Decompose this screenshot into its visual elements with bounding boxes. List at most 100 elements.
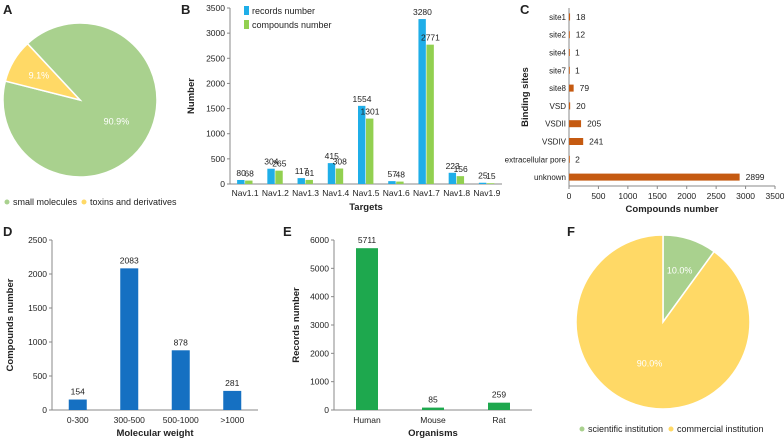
bar-b-compounds — [335, 168, 344, 184]
bar-d-value-label: 154 — [71, 387, 85, 397]
axis-e-ytick-label: 3000 — [310, 320, 329, 330]
bar-c-value-label: 1 — [575, 65, 580, 75]
axis-e-xtick-label: Mouse — [420, 415, 446, 425]
axis-b-ytick-label: 3000 — [206, 28, 225, 38]
bar-d — [223, 390, 242, 410]
bar-c — [569, 120, 582, 128]
bar-b-value-label: 3280 — [413, 7, 432, 17]
bar-b-records — [478, 182, 487, 184]
bar-c — [569, 66, 570, 74]
bar-b-records — [327, 163, 336, 184]
legend-f-label: commercial institution — [677, 424, 764, 434]
axis-c-xtick-label: 3000 — [736, 191, 755, 201]
pie-f-slice-label: 10.0% — [667, 266, 693, 276]
axis-c-ytick-label: VSDII — [545, 120, 566, 129]
bar-e — [488, 402, 510, 410]
bar-c-value-label: 1 — [575, 48, 580, 58]
bar-b-value-label: 48 — [395, 170, 405, 180]
axis-c-ytick-label: site8 — [549, 84, 566, 93]
axis-e-ytick-label: 4000 — [310, 292, 329, 302]
axis-c-ytick-label: site2 — [549, 31, 566, 40]
axis-d-xtick-label: >1000 — [220, 415, 244, 425]
bar-c — [569, 49, 570, 56]
axis-b-xlabel: Targets — [349, 202, 383, 213]
panel-label-f: F — [567, 224, 575, 239]
pie-f-slice-label: 90.0% — [637, 358, 663, 368]
axis-d-ytick-label: 500 — [33, 371, 47, 381]
axis-b-xtick-label: Nav1.3 — [292, 188, 319, 198]
bar-b-records — [388, 181, 396, 184]
axis-c-xtick-label: 2500 — [707, 191, 726, 201]
axis-c-ytick-label: VSD — [550, 102, 567, 111]
bar-b-compounds — [396, 181, 404, 184]
bar-b-compounds — [245, 180, 253, 184]
bar-d-value-label: 281 — [225, 378, 239, 388]
bar-b-value-label: 117 — [295, 166, 309, 176]
bar-e-value-label: 259 — [492, 390, 506, 400]
axis-b-ytick-label: 500 — [211, 154, 225, 164]
panel-label-b: B — [181, 2, 190, 17]
bar-b-records — [418, 19, 426, 185]
axis-b-ytick-label: 2500 — [206, 53, 225, 63]
bar-d — [171, 350, 190, 410]
bar-d — [120, 268, 139, 410]
bar-b-value-label: 81 — [305, 168, 315, 178]
axis-c-xtick-label: 3500 — [766, 191, 784, 201]
axis-d-xtick-label: 500-1000 — [163, 415, 199, 425]
axis-b-ytick-label: 3500 — [206, 3, 225, 13]
bar-e-value-label: 5711 — [358, 235, 377, 245]
axis-e-xtick-label: Human — [353, 415, 381, 425]
legend-a-label: small molecules — [13, 197, 78, 207]
bar-c-value-label: 2 — [575, 154, 580, 164]
pie-f-slice-commercial-institution — [575, 234, 751, 410]
bar-c-value-label: 20 — [576, 101, 586, 111]
bar-b-value-label: 415 — [325, 151, 339, 161]
bar-c-value-label: 205 — [587, 119, 601, 129]
axis-b-xtick-label: Nav1.6 — [383, 188, 410, 198]
bar-b-value-label: 1301 — [361, 107, 380, 117]
bar-c-value-label: 18 — [576, 12, 586, 22]
axis-c-ytick-label: site4 — [549, 49, 566, 58]
axis-b-ytick-label: 0 — [220, 179, 225, 189]
axis-e-ytick-label: 5000 — [310, 263, 329, 273]
bar-c-value-label: 79 — [580, 83, 590, 93]
bar-b-records — [297, 178, 305, 184]
axis-b-ytick-label: 1000 — [206, 129, 225, 139]
bar-b-value-label: 68 — [244, 169, 254, 179]
bar-b-value-label: 15 — [486, 171, 496, 181]
bar-c — [569, 102, 571, 110]
axis-c-ytick-label: VSDIV — [542, 138, 567, 147]
axis-c-ytick-label: site1 — [549, 13, 566, 22]
axis-c-xtick-label: 1000 — [618, 191, 637, 201]
bar-c — [569, 155, 570, 163]
axis-e-ytick-label: 0 — [324, 405, 329, 415]
axis-d-xtick-label: 300-500 — [114, 415, 145, 425]
axis-c-ylabel: Binding sites — [520, 67, 531, 127]
axis-c-ytick-label: site7 — [549, 66, 566, 75]
bar-c — [569, 138, 584, 145]
legend-a-label: toxins and derivatives — [90, 197, 177, 207]
axis-c-xtick-label: 1500 — [648, 191, 667, 201]
axis-d-ytick-label: 0 — [42, 405, 47, 415]
axis-c-xlabel: Compounds number — [626, 204, 719, 215]
bar-e — [422, 407, 444, 410]
bar-b-compounds — [456, 176, 465, 184]
bar-e — [356, 248, 378, 410]
axis-b-xtick-label: Nav1.4 — [322, 188, 349, 198]
panel-label-d: D — [3, 224, 12, 239]
bar-b-value-label: 223 — [446, 161, 460, 171]
bar-c — [569, 13, 571, 21]
axis-e-ylabel: Records number — [291, 287, 302, 363]
bar-d-value-label: 878 — [174, 337, 188, 347]
legend-a-swatch-toxins — [81, 199, 87, 205]
bar-b-compounds — [275, 170, 283, 184]
axis-b-xtick-label: Nav1.9 — [473, 188, 500, 198]
axis-d-xlabel: Molecular weight — [116, 428, 194, 438]
axis-b-ylabel: Number — [186, 78, 197, 114]
axis-c-xtick-label: 2000 — [677, 191, 696, 201]
bar-c — [569, 31, 570, 39]
axis-e-xtick-label: Rat — [492, 415, 506, 425]
bar-c — [569, 84, 574, 92]
bar-b-records — [237, 179, 245, 184]
